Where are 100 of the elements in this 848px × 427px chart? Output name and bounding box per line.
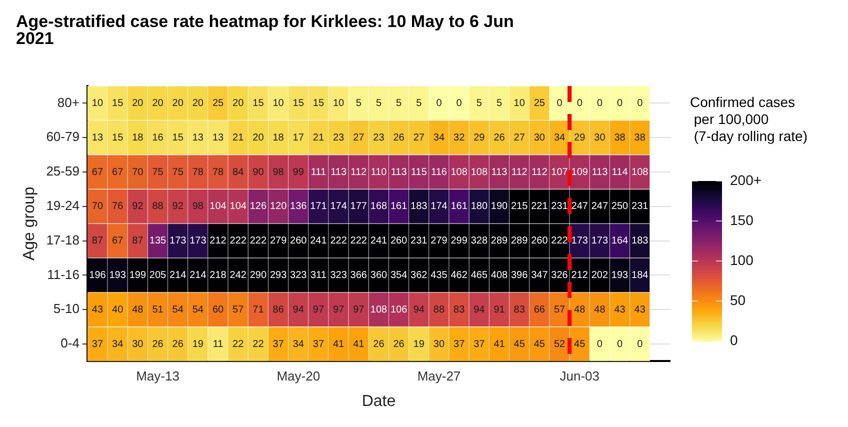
- data-label: 94: [413, 304, 425, 316]
- data-label: 299: [450, 236, 468, 247]
- data-label: 221: [531, 201, 548, 212]
- data-label: 247: [591, 201, 608, 212]
- x-tick-label: May-13: [136, 368, 180, 384]
- data-label: 111: [310, 166, 326, 178]
- data-label: 0: [556, 98, 563, 109]
- data-label: 190: [490, 201, 508, 212]
- x-axis-title: Date: [362, 392, 396, 410]
- data-label: 347: [531, 270, 548, 281]
- data-label: 17: [292, 132, 304, 144]
- data-label: 173: [571, 236, 588, 247]
- data-label: 354: [390, 270, 408, 281]
- data-label: 37: [454, 338, 466, 350]
- data-label: 29: [474, 132, 486, 144]
- data-label: 113: [491, 166, 508, 178]
- data-label: 135: [149, 236, 167, 247]
- y-tick-label: 11-16: [47, 266, 80, 282]
- data-label: 98: [192, 201, 204, 212]
- data-label: 199: [129, 270, 146, 281]
- data-label: 23: [373, 132, 385, 144]
- data-label: 19: [413, 338, 425, 350]
- data-label: 108: [470, 166, 488, 178]
- color-bar-label: 200+: [730, 172, 762, 188]
- y-tick-label: 60-79: [46, 129, 80, 144]
- data-label: 54: [192, 304, 204, 316]
- data-label: 183: [632, 236, 649, 247]
- color-bar-label: 0: [730, 332, 738, 348]
- data-label: 0: [576, 98, 583, 109]
- data-label: 88: [433, 304, 445, 316]
- data-label: 26: [172, 338, 184, 350]
- data-label: 27: [413, 132, 425, 144]
- data-label: 290: [250, 270, 267, 281]
- color-bar-label: 150: [730, 212, 754, 228]
- data-label: 99: [292, 166, 304, 178]
- y-tick-label: 25-59: [46, 164, 80, 179]
- data-label: 193: [611, 270, 629, 281]
- data-label: 43: [614, 304, 626, 316]
- data-label: 18: [132, 132, 144, 144]
- data-label: 222: [230, 236, 247, 247]
- data-label: 25: [534, 98, 546, 109]
- data-label: 289: [510, 236, 528, 247]
- data-label: 214: [190, 270, 207, 281]
- data-label: 22: [252, 338, 264, 350]
- data-label: 113: [592, 166, 608, 178]
- data-label: 0: [637, 98, 644, 109]
- data-label: 174: [430, 201, 448, 212]
- data-label: 104: [210, 201, 227, 212]
- data-label: 51: [152, 304, 164, 316]
- data-label: 222: [330, 236, 348, 247]
- data-label: 27: [353, 132, 365, 144]
- data-label: 94: [474, 304, 486, 316]
- data-label: 34: [292, 338, 304, 350]
- data-label: 86: [272, 304, 284, 316]
- data-label: 0: [637, 338, 644, 350]
- data-label: 38: [614, 132, 626, 144]
- data-label: 106: [390, 304, 408, 316]
- data-label: 48: [594, 304, 606, 316]
- color-bar-label: 100: [730, 252, 754, 268]
- data-label: 97: [332, 304, 345, 316]
- data-label: 15: [312, 98, 324, 109]
- data-label: 5: [476, 98, 482, 109]
- y-tick-label: 5-10: [53, 301, 80, 316]
- data-label: 366: [350, 270, 368, 281]
- text: (7-day rolling rate): [694, 128, 808, 144]
- data-label: 171: [310, 201, 328, 212]
- data-label: 408: [490, 270, 508, 281]
- data-label: 241: [310, 236, 328, 247]
- data-label: 212: [571, 270, 588, 281]
- data-label: 5: [376, 98, 382, 109]
- data-label: 164: [611, 236, 629, 247]
- data-label: 180: [470, 201, 488, 212]
- data-label: 174: [330, 201, 348, 212]
- data-label: 13: [192, 132, 204, 144]
- data-label: 54: [172, 304, 184, 316]
- data-label: 67: [112, 166, 124, 178]
- data-label: 0: [596, 338, 603, 350]
- data-label: 48: [574, 304, 586, 316]
- data-label: 110: [370, 166, 388, 178]
- y-tick-label: 17-18: [46, 232, 80, 248]
- data-label: 112: [511, 166, 528, 178]
- data-label: 16: [152, 132, 164, 144]
- data-label: 60: [212, 304, 224, 316]
- data-label: 70: [92, 201, 104, 212]
- data-label: 37: [312, 338, 324, 350]
- data-label: 37: [272, 338, 284, 350]
- data-label: 38: [634, 132, 646, 144]
- data-label: 10: [272, 98, 284, 109]
- data-label: 43: [92, 304, 104, 316]
- data-label: 112: [531, 166, 548, 178]
- data-label: 13: [92, 132, 104, 144]
- data-label: 84: [232, 166, 244, 178]
- data-label: 40: [112, 304, 124, 316]
- data-label: 78: [192, 166, 204, 178]
- data-label: 37: [474, 338, 486, 350]
- data-label: 260: [390, 236, 408, 247]
- data-label: 30: [534, 132, 546, 144]
- data-label: 13: [212, 132, 224, 144]
- data-label: 231: [551, 201, 568, 212]
- data-label: 92: [172, 201, 184, 212]
